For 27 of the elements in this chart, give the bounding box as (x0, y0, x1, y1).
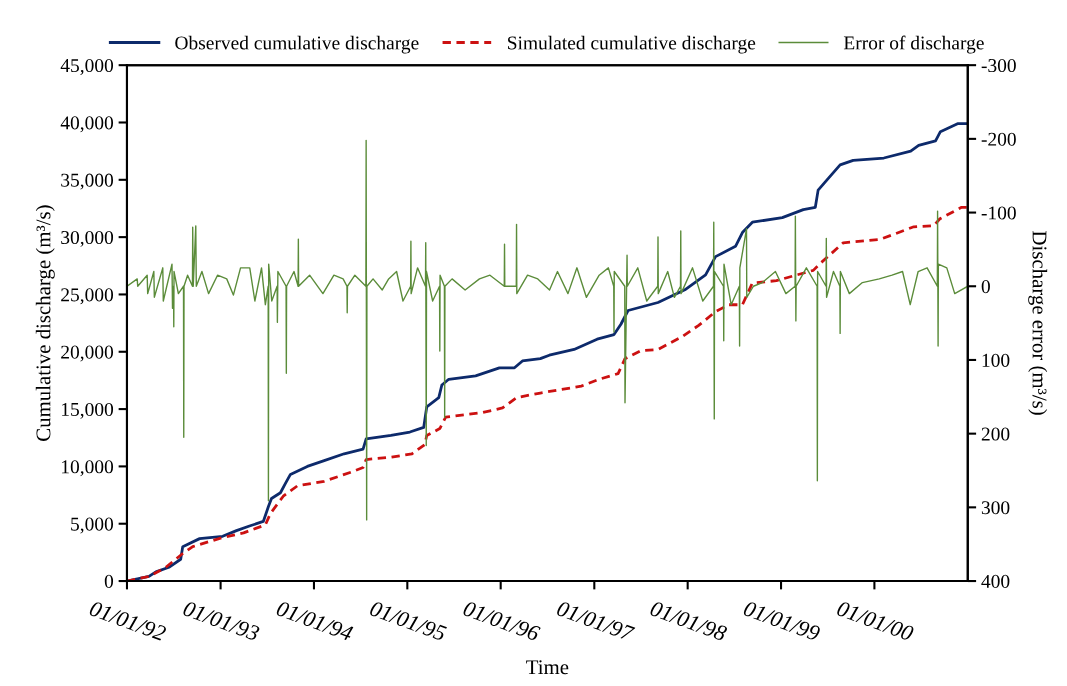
y-tick-label: 20,000 (61, 345, 114, 362)
y-tick-label: 35,000 (61, 173, 114, 190)
y-tick-label: 15,000 (62, 402, 114, 419)
x-axis-title: Time (526, 660, 569, 675)
legend-label: Observed cumulative discharge (175, 35, 419, 54)
y-tick-label: 40,000 (60, 116, 114, 133)
y-tick-label: 5,000 (71, 517, 114, 534)
y-tick-label: 30,000 (61, 230, 114, 247)
y-tick-label: 10,000 (62, 460, 114, 477)
y2-tick-label: 0 (981, 280, 990, 294)
legend-label: Error of discharge (843, 35, 984, 54)
x-tick-label: 01/01/97 (556, 600, 636, 642)
y2-tick-label: -300 (981, 58, 1016, 73)
y-tick-label: 25,000 (61, 288, 114, 305)
line-series (126, 139, 968, 521)
line-series (126, 205, 968, 582)
y-axis-title: Cumulative discharge (m³/s) (35, 205, 55, 441)
y-tick-label: 45,000 (60, 58, 114, 75)
y2-tick-label: -100 (981, 206, 1016, 220)
y2-tick-label: 400 (981, 574, 1010, 588)
y2-tick-label: 100 (982, 353, 1010, 367)
y2-tick-label: -200 (981, 132, 1016, 146)
y2-tick-label: 200 (981, 427, 1010, 441)
y2-tick-label: 300 (981, 501, 1010, 515)
y2-axis-title: Discharge error (m³/s) (1028, 231, 1048, 415)
y-tick-label: 0 (104, 574, 114, 588)
legend-label: Simulated cumulative discharge (508, 35, 756, 54)
